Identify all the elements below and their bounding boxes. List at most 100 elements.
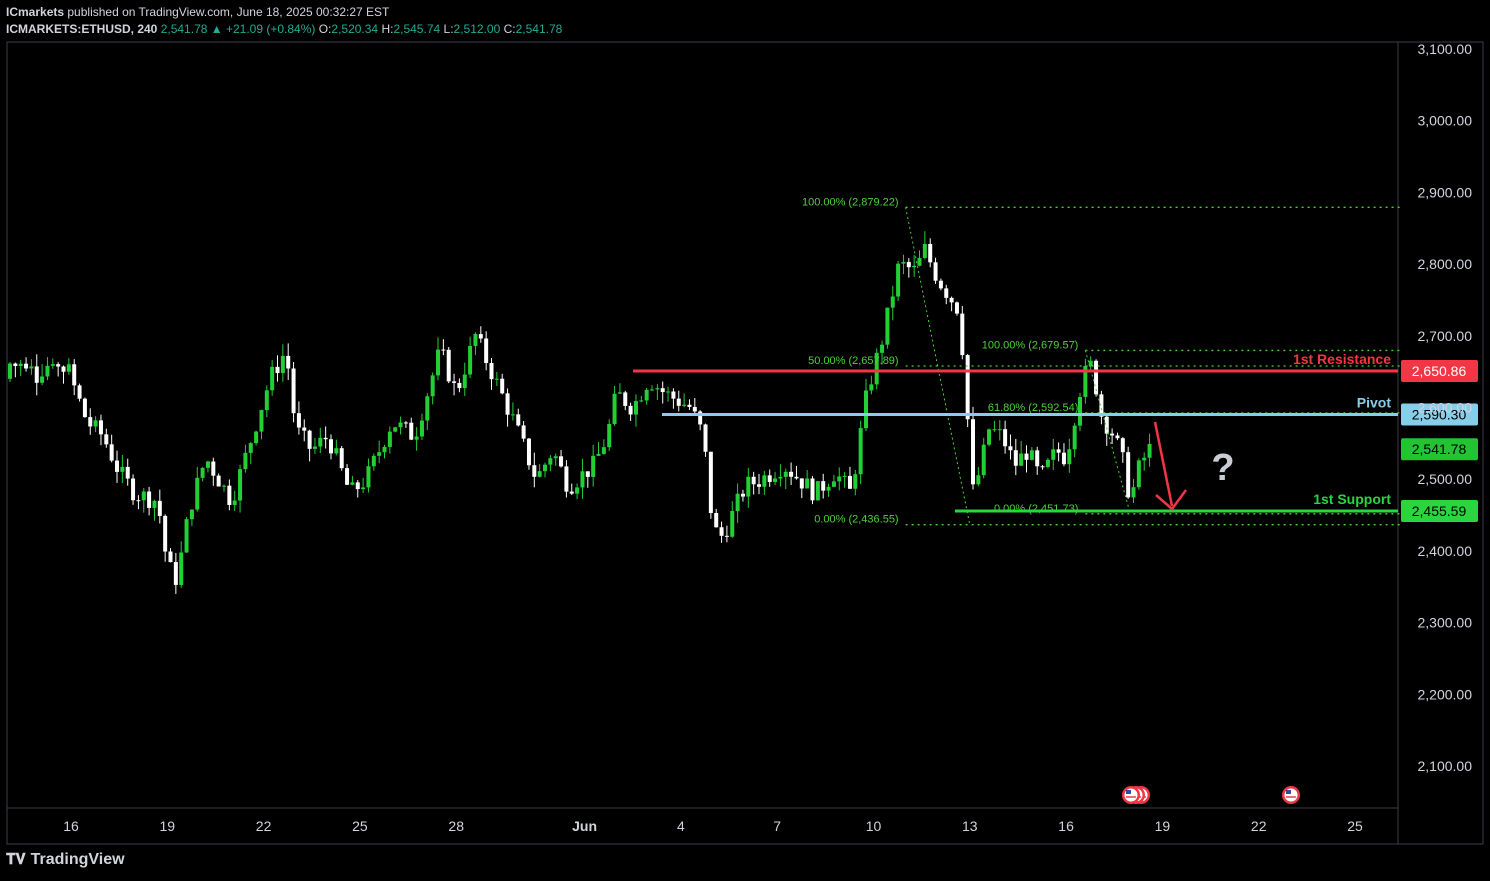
- candle-body: [553, 456, 558, 459]
- symbol-label[interactable]: ICMARKETS:ETHUSD, 240: [6, 22, 158, 36]
- candle-body: [510, 414, 515, 416]
- open-value: 2,520.34: [331, 22, 379, 36]
- candle-body: [403, 422, 408, 424]
- candle-body: [34, 366, 39, 383]
- candle-body: [264, 390, 269, 411]
- candle-body: [1029, 450, 1034, 460]
- candle-body: [468, 345, 473, 375]
- candle-body: [131, 478, 136, 501]
- candle-body: [1078, 396, 1083, 426]
- candle-body: [858, 428, 863, 475]
- x-tick-label: 19: [1155, 818, 1171, 834]
- candle-body: [1110, 433, 1115, 436]
- candle-body: [195, 477, 200, 510]
- candle-body: [698, 411, 703, 425]
- candle-body: [88, 417, 93, 427]
- candle-body: [735, 493, 740, 512]
- brand-name[interactable]: TradingView: [30, 851, 125, 868]
- x-tick-label: 16: [1058, 818, 1074, 834]
- candle-body: [1147, 443, 1152, 458]
- x-tick-label: 22: [256, 818, 272, 834]
- candle-body: [837, 476, 842, 482]
- candle-body: [612, 393, 617, 425]
- candle-body: [40, 376, 45, 383]
- fibonacci-retracements: 100.00% (2,879.22) 50.00% (2,657.89) 0.00%…: [802, 196, 1400, 526]
- candle-body: [526, 438, 531, 466]
- fib-label: 100.00% (2,879.22): [802, 196, 899, 208]
- candle-body: [949, 297, 954, 303]
- candle-body: [976, 475, 981, 485]
- candle-body: [18, 363, 23, 366]
- candle-body: [537, 471, 542, 477]
- candle-body: [869, 384, 874, 391]
- candle-body: [933, 262, 938, 281]
- candle-body: [922, 243, 927, 258]
- candle-body: [543, 464, 548, 472]
- candle-body: [666, 391, 671, 393]
- candle-body: [655, 388, 660, 390]
- candle-body: [815, 481, 820, 501]
- candle-body: [767, 475, 772, 482]
- candle-body: [8, 363, 13, 379]
- candle-body: [29, 366, 34, 369]
- candle-body: [981, 444, 986, 476]
- candle-body: [575, 487, 580, 494]
- candle-body: [938, 280, 943, 289]
- candle-body: [329, 439, 334, 454]
- time-axis[interactable]: 16 19 22 25 28 Jun 4 7 10 13 16 19 22 25: [63, 818, 1363, 834]
- candle-body: [232, 500, 237, 505]
- candle-body: [1008, 446, 1013, 451]
- candle-body: [928, 243, 933, 263]
- candle-body: [152, 500, 157, 508]
- candle-body: [179, 552, 184, 585]
- tradingview-logo-icon[interactable]: 𝐓𝐕: [6, 851, 26, 868]
- y-tick-label: 2,200.00: [1418, 686, 1473, 702]
- x-tick-label: 4: [677, 818, 685, 834]
- price-axis[interactable]: 2,100.00 2,200.00 2,300.00 2,400.00 2,500.00…: [1418, 41, 1473, 774]
- candle-body: [783, 471, 788, 477]
- candle-body: [211, 461, 216, 476]
- candle-body: [50, 364, 55, 366]
- candle-body: [425, 396, 430, 421]
- candle-body: [617, 392, 622, 394]
- fib-label: 0.00% (2,436.55): [814, 514, 898, 526]
- candle-body: [302, 427, 307, 431]
- publisher-name[interactable]: ICmarkets: [6, 5, 65, 19]
- candle-body: [719, 527, 724, 536]
- candle-body: [462, 374, 467, 389]
- candle-body: [890, 296, 895, 308]
- candle-body: [880, 344, 885, 353]
- candle-body: [377, 452, 382, 456]
- candle-body: [521, 425, 526, 439]
- candle-body: [960, 313, 965, 356]
- candle-body: [66, 364, 71, 372]
- candle-body: [478, 334, 483, 339]
- fib-label: 50.00% (2,657.89): [808, 355, 899, 367]
- candle-body: [1061, 452, 1066, 465]
- candle-body: [419, 420, 424, 437]
- candle-body: [98, 420, 103, 435]
- candle-body: [61, 366, 66, 372]
- candle-body: [45, 365, 50, 377]
- candle-body: [109, 444, 114, 461]
- candle-body: [1136, 460, 1141, 488]
- economic-events[interactable]: [1122, 786, 1300, 804]
- candle-body: [954, 302, 959, 314]
- candle-body: [987, 429, 992, 445]
- candle-body: [318, 437, 323, 447]
- candle-body: [1104, 416, 1109, 434]
- low-label: L:: [443, 22, 454, 36]
- candle-body: [1131, 487, 1136, 498]
- candle-body: [1083, 365, 1088, 397]
- candle-body: [708, 451, 713, 514]
- publish-info: ICmarkets published on TradingView.com, …: [6, 5, 389, 19]
- fib-trend-line: [1084, 350, 1131, 514]
- open-label: O:: [318, 22, 332, 36]
- candle-body: [778, 476, 783, 479]
- y-tick-label: 3,000.00: [1418, 113, 1473, 129]
- level-label: 1st Support: [1313, 491, 1391, 507]
- candle-body: [971, 419, 976, 485]
- candle-body: [216, 475, 221, 487]
- candle-body: [644, 389, 649, 401]
